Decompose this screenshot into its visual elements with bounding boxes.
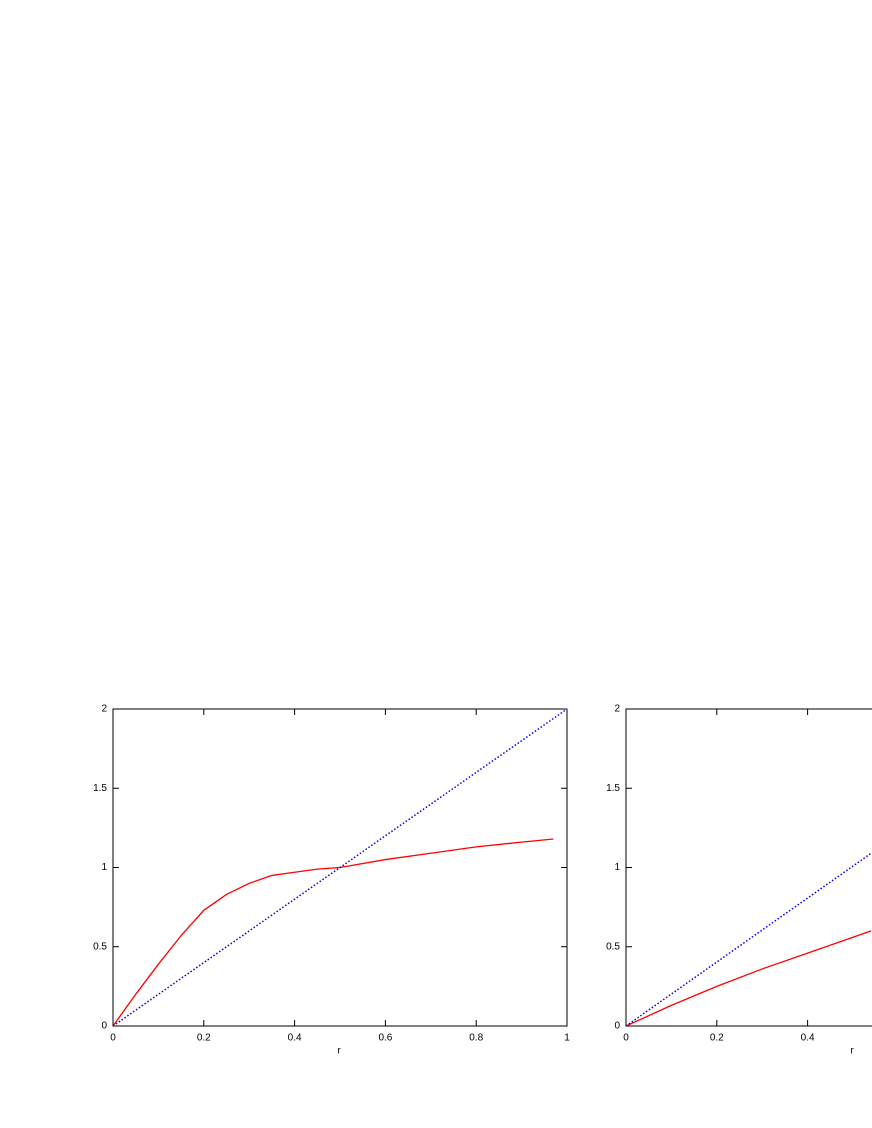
y-tick-label: 0 (101, 1021, 107, 1032)
y-tick-label: 1.5 (606, 783, 620, 794)
x-tick-label: 0.6 (378, 1033, 392, 1044)
y-tick-label: 0.5 (93, 941, 107, 952)
y-tick-label: 2 (614, 704, 620, 715)
data-line (625, 930, 872, 1027)
y-tick-label: 1 (614, 862, 620, 873)
x-tick-label: 0.2 (197, 1033, 211, 1044)
data-line (112, 838, 554, 1027)
x-tick-label: 1 (564, 1033, 570, 1044)
x-tick-label: 0 (623, 1033, 629, 1044)
x-tick-label: 0.8 (469, 1033, 483, 1044)
x-tick-label: 0.2 (710, 1033, 724, 1044)
y-tick-label: 0 (614, 1021, 620, 1032)
x-tick-label: 0 (110, 1033, 116, 1044)
y-tick-label: 2 (101, 704, 107, 715)
data-line (625, 852, 872, 1027)
plot-frame (625, 708, 872, 1027)
x-axis-label: r (850, 1046, 854, 1057)
y-tick-label: 1.5 (93, 783, 107, 794)
x-axis-label: r (337, 1046, 341, 1057)
x-tick-label: 0.4 (288, 1033, 302, 1044)
y-tick-label: 1 (101, 862, 107, 873)
data-line (112, 708, 568, 1027)
y-tick-label: 0.5 (606, 941, 620, 952)
x-tick-label: 0.4 (801, 1033, 815, 1044)
